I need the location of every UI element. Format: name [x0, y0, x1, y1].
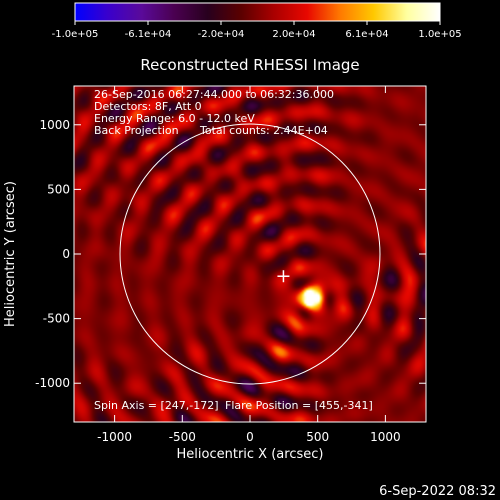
y-axis-label: Heliocentric Y (arcsec)	[3, 181, 18, 327]
colorbar-ticks: -1.0e+05 -6.1e+04 -2.0e+04 2.0e+04 6.1e+04 1.…	[52, 21, 462, 40]
x-tick-label: -1000	[97, 430, 132, 444]
colorbar-tick-label: 2.0e+04	[272, 29, 315, 40]
colorbar-tick-label: -1.0e+05	[52, 29, 99, 40]
heatmap-image	[74, 86, 426, 422]
spin-axis-label: Spin Axis = [247,-172]	[94, 399, 219, 412]
info-line-energy: Energy Range: 6.0 - 12.0 keV	[94, 112, 255, 125]
spin-axis-marker	[277, 270, 290, 283]
colorbar-tick-label: 1.0e+05	[418, 29, 461, 40]
info-line-date: 26-Sep-2016 06:27:44.000 to 06:32:36.000	[94, 88, 334, 101]
x-axis-label: Heliocentric X (arcsec)	[177, 447, 324, 462]
footer-timestamp: 6-Sep-2022 08:32	[379, 484, 496, 499]
solar-limb-circle	[119, 123, 381, 385]
colorbar	[74, 2, 441, 22]
y-tick-label: 1000	[39, 118, 70, 132]
x-tick-label: 500	[306, 430, 329, 444]
x-tick-label: -500	[169, 430, 196, 444]
y-tick-label: -500	[43, 312, 70, 326]
colorbar-tick-label: -2.0e+04	[198, 29, 245, 40]
info-line-counts: Total counts: 2.44E+04	[199, 124, 328, 137]
chart-title: Reconstructed RHESSI Image	[140, 56, 359, 74]
y-tick-label: -1000	[35, 376, 70, 390]
y-tick-label: 500	[47, 182, 70, 196]
y-tick-label: 0	[62, 247, 70, 261]
info-line-method: Back Projection	[94, 124, 179, 137]
colorbar-tick-label: 6.1e+04	[345, 29, 388, 40]
plot-image	[74, 86, 426, 422]
x-tick-label: 0	[246, 430, 254, 444]
info-line-detectors: Detectors: 8F, Att 0	[94, 100, 202, 113]
axis-ticks: -1000 -500 0 500 1000 1000 500 0 -500 -1000	[35, 86, 426, 444]
flare-position-label: Flare Position = [455,-341]	[225, 399, 373, 412]
x-tick-label: 1000	[370, 430, 401, 444]
colorbar-tick-label: -6.1e+04	[125, 29, 172, 40]
